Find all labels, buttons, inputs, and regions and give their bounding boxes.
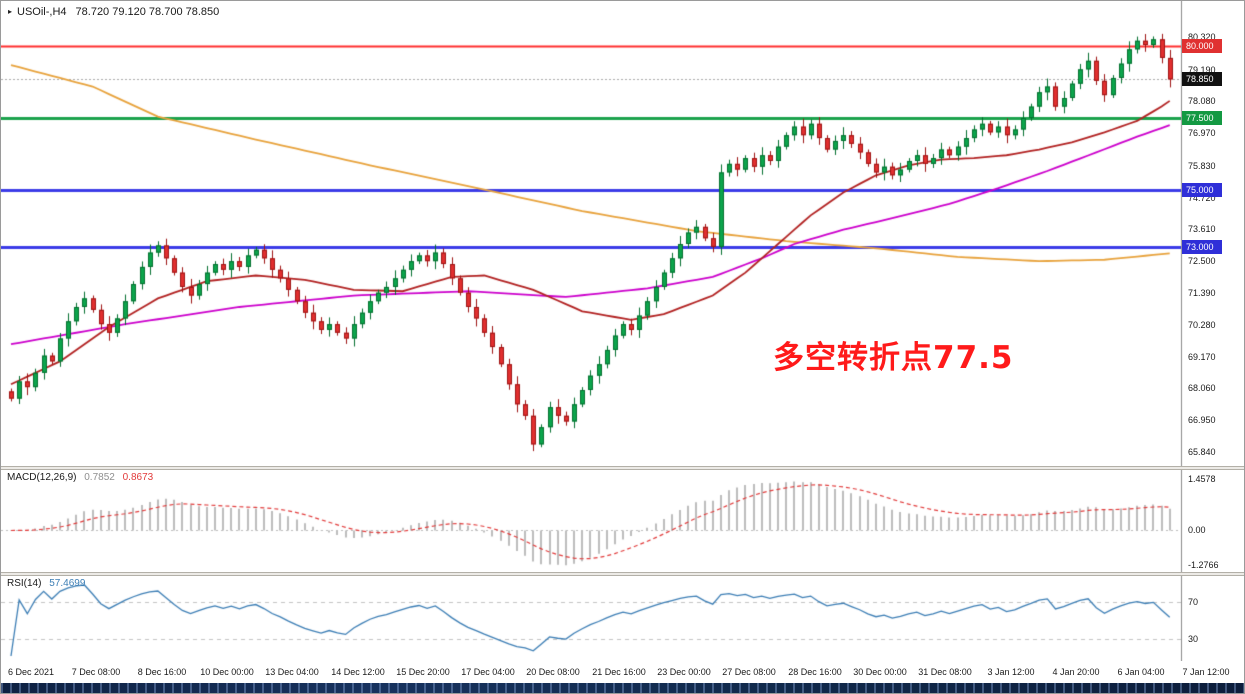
price-axis-label: 78.080 <box>1188 96 1216 106</box>
rsi-name: RSI(14) <box>7 578 42 589</box>
rsi-level-label: 70 <box>1188 597 1199 607</box>
time-axis-label: 31 Dec 08:00 <box>918 667 972 677</box>
time-axis-label: 4 Jan 20:00 <box>1052 667 1100 677</box>
time-axis-label: 6 Jan 04:00 <box>1117 667 1165 677</box>
time-axis-label: 3 Jan 12:00 <box>987 667 1035 677</box>
taskbar-strip[interactable] <box>1 683 1244 693</box>
price-axis-label: 71.390 <box>1188 288 1216 298</box>
time-axis-label: 20 Dec 08:00 <box>526 667 580 677</box>
time-axis-label: 8 Dec 16:00 <box>137 667 187 677</box>
time-axis-label: 30 Dec 00:00 <box>853 667 907 677</box>
macd-name: MACD(12,26,9) <box>7 472 77 483</box>
macd-axis-label: 0.00 <box>1188 525 1206 535</box>
price-axis-label: 68.060 <box>1188 383 1216 393</box>
time-axis-label: 6 Dec 2021 <box>7 667 55 677</box>
price-axis-label: 74.720 <box>1188 193 1216 203</box>
time-axis-label: 10 Dec 00:00 <box>200 667 254 677</box>
price-axis-label: 79.190 <box>1188 65 1216 75</box>
macd-signal-value: 0.8673 <box>122 472 154 483</box>
time-axis-label: 17 Dec 04:00 <box>461 667 515 677</box>
time-axis[interactable]: 6 Dec 2021 7 Dec 08:00 8 Dec 16:00 10 Dec 0… <box>1 661 1244 683</box>
time-axis-label: 14 Dec 12:00 <box>331 667 385 677</box>
chart-ohlc-values: 78.720 79.120 78.700 78.850 <box>75 6 220 18</box>
macd-axis-label: 1.4578 <box>1188 474 1216 484</box>
rsi-indicator-label: RSI(14) 57.4699 <box>7 578 90 589</box>
time-axis-label: 21 Dec 16:00 <box>592 667 646 677</box>
price-level-badge: 80.000 <box>1182 39 1222 53</box>
price-axis-label: 69.170 <box>1188 352 1216 362</box>
price-axis-label: 73.610 <box>1188 224 1216 234</box>
price-axis-label: 65.840 <box>1188 447 1216 457</box>
chart-title: ▸ USOil-,H4 78.720 79.120 78.700 78.850 <box>8 6 219 18</box>
price-level-badge: 77.500 <box>1182 111 1222 125</box>
price-axis-label: 72.500 <box>1188 256 1216 266</box>
price-axis-label: 76.970 <box>1188 128 1216 138</box>
macd-main-value: 0.7852 <box>84 472 115 483</box>
panel-splitter-macd[interactable] <box>1 466 1244 470</box>
price-axis-label: 75.830 <box>1188 161 1216 171</box>
price-level-badge: 73.000 <box>1182 240 1222 254</box>
macd-axis-label: -1.2766 <box>1188 560 1219 570</box>
time-axis-label: 7 Dec 08:00 <box>71 667 121 677</box>
macd-indicator-label: MACD(12,26,9) 0.7852 0.8673 <box>7 472 158 483</box>
price-axis-label: 66.950 <box>1188 415 1216 425</box>
time-axis-label: 23 Dec 00:00 <box>657 667 711 677</box>
price-axis-label: 70.280 <box>1188 320 1216 330</box>
price-level-badge: 75.000 <box>1182 183 1222 197</box>
chart-annotation-text: 多空转折点77.5 <box>773 340 1014 376</box>
time-axis-label: 7 Jan 12:00 <box>1182 667 1230 677</box>
expand-triangle-icon[interactable]: ▸ <box>8 7 13 16</box>
time-axis-label: 27 Dec 08:00 <box>722 667 776 677</box>
current-price-badge: 78.850 <box>1182 72 1222 86</box>
chart-symbol-period: USOil-,H4 <box>17 6 67 18</box>
rsi-current-value: 57.4699 <box>49 578 86 589</box>
time-axis-label: 28 Dec 16:00 <box>788 667 842 677</box>
rsi-level-label: 30 <box>1188 634 1199 644</box>
price-axis[interactable]: 80.320 79.190 78.080 76.970 75.830 74.720 73.6… <box>1181 1 1244 661</box>
panel-splitter-rsi[interactable] <box>1 572 1244 576</box>
time-axis-label: 15 Dec 20:00 <box>396 667 450 677</box>
price-axis-label: 80.320 <box>1188 32 1216 42</box>
time-axis-label: 13 Dec 04:00 <box>265 667 319 677</box>
